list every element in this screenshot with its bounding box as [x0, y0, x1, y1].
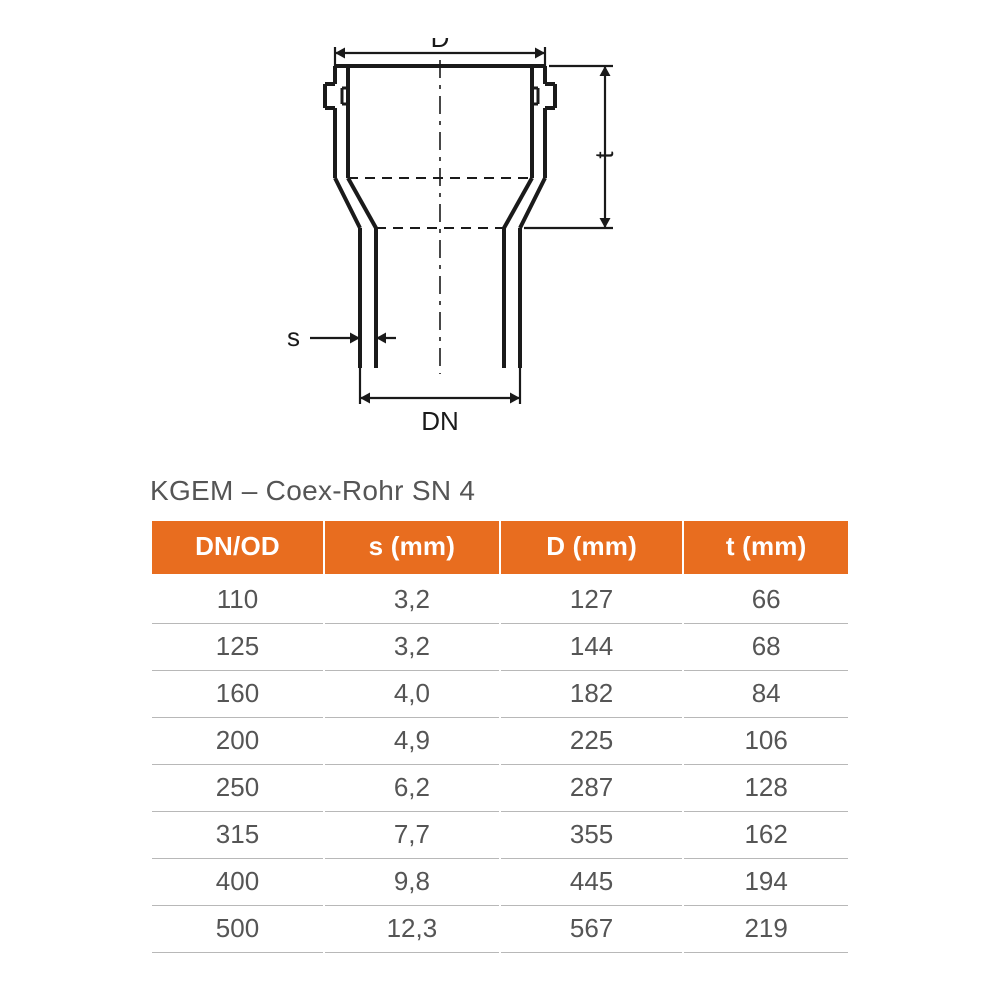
column-header: t (mm)	[684, 521, 848, 574]
table-cell: 125	[152, 624, 323, 671]
table-cell: 6,2	[325, 765, 499, 812]
table-cell: 3,2	[325, 574, 499, 624]
table-cell: 355	[501, 812, 683, 859]
table-cell: 68	[684, 624, 848, 671]
table-cell: 315	[152, 812, 323, 859]
svg-text:D: D	[431, 38, 450, 53]
table-cell: 194	[684, 859, 848, 906]
svg-text:s: s	[287, 322, 300, 352]
table-cell: 182	[501, 671, 683, 718]
table-cell: 106	[684, 718, 848, 765]
table-row: 3157,7355162	[152, 812, 848, 859]
table-cell: 200	[152, 718, 323, 765]
table-cell: 400	[152, 859, 323, 906]
svg-text:t: t	[589, 151, 619, 159]
table-cell: 500	[152, 906, 323, 953]
table-cell: 9,8	[325, 859, 499, 906]
table-cell: 287	[501, 765, 683, 812]
table-cell: 4,0	[325, 671, 499, 718]
table-cell: 162	[684, 812, 848, 859]
table-row: 4009,8445194	[152, 859, 848, 906]
table-cell: 250	[152, 765, 323, 812]
column-header: s (mm)	[325, 521, 499, 574]
table-row: 50012,3567219	[152, 906, 848, 953]
table-cell: 160	[152, 671, 323, 718]
svg-text:DN: DN	[421, 406, 459, 436]
table-title: KGEM – Coex-Rohr SN 4	[150, 475, 850, 507]
spec-table: DN/ODs (mm)D (mm)t (mm) 1103,2127661253,…	[150, 521, 850, 953]
column-header: D (mm)	[501, 521, 683, 574]
table-cell: 4,9	[325, 718, 499, 765]
table-cell: 110	[152, 574, 323, 624]
table-cell: 66	[684, 574, 848, 624]
table-cell: 567	[501, 906, 683, 953]
table-cell: 144	[501, 624, 683, 671]
table-cell: 219	[684, 906, 848, 953]
table-cell: 128	[684, 765, 848, 812]
table-cell: 7,7	[325, 812, 499, 859]
table-row: 1103,212766	[152, 574, 848, 624]
table-row: 1604,018284	[152, 671, 848, 718]
pipe-diagram-svg: Dt DN s	[175, 38, 655, 458]
table-cell: 127	[501, 574, 683, 624]
table-row: 2506,2287128	[152, 765, 848, 812]
technical-drawing: Dt DN s	[175, 38, 655, 458]
table-cell: 225	[501, 718, 683, 765]
spec-block: KGEM – Coex-Rohr SN 4 DN/ODs (mm)D (mm)t…	[150, 475, 850, 953]
table-cell: 445	[501, 859, 683, 906]
table-row: 1253,214468	[152, 624, 848, 671]
table-cell: 3,2	[325, 624, 499, 671]
table-row: 2004,9225106	[152, 718, 848, 765]
table-cell: 12,3	[325, 906, 499, 953]
column-header: DN/OD	[152, 521, 323, 574]
table-cell: 84	[684, 671, 848, 718]
